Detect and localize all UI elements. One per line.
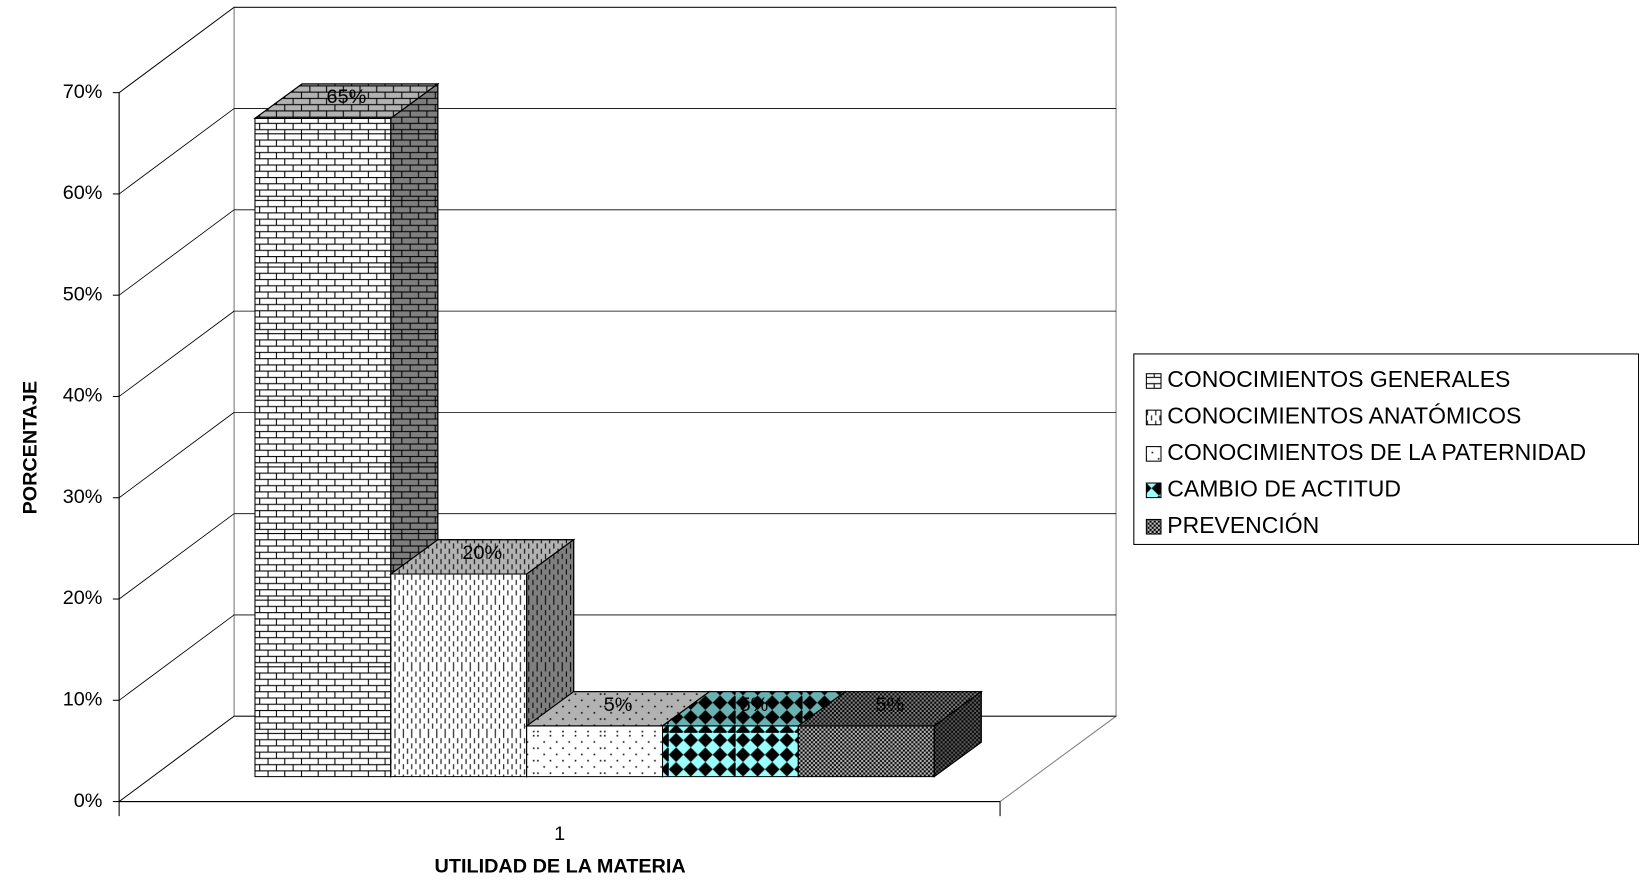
- y-tick-label: 0%: [74, 790, 103, 812]
- y-tick-label: 50%: [63, 283, 103, 305]
- legend-swatch: [1145, 518, 1162, 535]
- data-label: 65%: [327, 86, 367, 108]
- grid-line: [118, 310, 235, 397]
- y-axis-label: PORCENTAJE: [20, 381, 42, 515]
- legend-label: CONOCIMIENTOS DE LA PATERNIDAD: [1167, 439, 1586, 465]
- y-tick-label: 60%: [63, 182, 103, 204]
- legend-label: PREVENCIÓN: [1167, 512, 1319, 538]
- grid-line: [118, 715, 235, 802]
- y-tick-label: 20%: [63, 587, 103, 609]
- data-label: 20%: [462, 542, 502, 564]
- grid-line: [118, 6, 235, 93]
- x-tick-label: 1: [554, 823, 565, 845]
- bar-front: [662, 725, 799, 778]
- x-axis-label: UTILIDAD DE LA MATERIA: [435, 855, 686, 877]
- bar-front: [797, 725, 935, 778]
- legend-swatch: [1145, 373, 1162, 389]
- bar-front: [390, 573, 528, 778]
- data-label: 5%: [604, 694, 633, 716]
- plot: PORCENTAJE UTILIDAD DE LA MATERIA 0% 10% 2…: [20, 6, 1639, 877]
- legend-box: [1133, 353, 1639, 545]
- grid-line: [118, 412, 235, 499]
- legend-swatch: [1145, 482, 1162, 499]
- grid-line: [118, 614, 235, 701]
- y-tick-label: 10%: [63, 689, 103, 711]
- bar-side-shade: [933, 690, 982, 778]
- data-label: 5%: [875, 694, 904, 716]
- grid-line: [118, 513, 235, 600]
- legend-label: CONOCIMIENTOS GENERALES: [1167, 366, 1510, 392]
- y-tick-label: 30%: [63, 486, 103, 508]
- side-wall: [118, 6, 235, 803]
- bar-front: [526, 725, 664, 778]
- legend-swatch: [1145, 446, 1162, 462]
- legend-label: CAMBIO DE ACTITUD: [1167, 475, 1401, 501]
- legend-label: CONOCIMIENTOS ANATÓMICOS: [1167, 403, 1521, 429]
- bar-front: [254, 117, 392, 778]
- y-tick-label: 70%: [63, 81, 103, 103]
- grid-line: [118, 209, 235, 296]
- legend-swatch: [1145, 409, 1162, 426]
- data-label: 5%: [740, 694, 769, 716]
- grid-line: [118, 108, 235, 195]
- y-tick-label: 40%: [63, 385, 103, 407]
